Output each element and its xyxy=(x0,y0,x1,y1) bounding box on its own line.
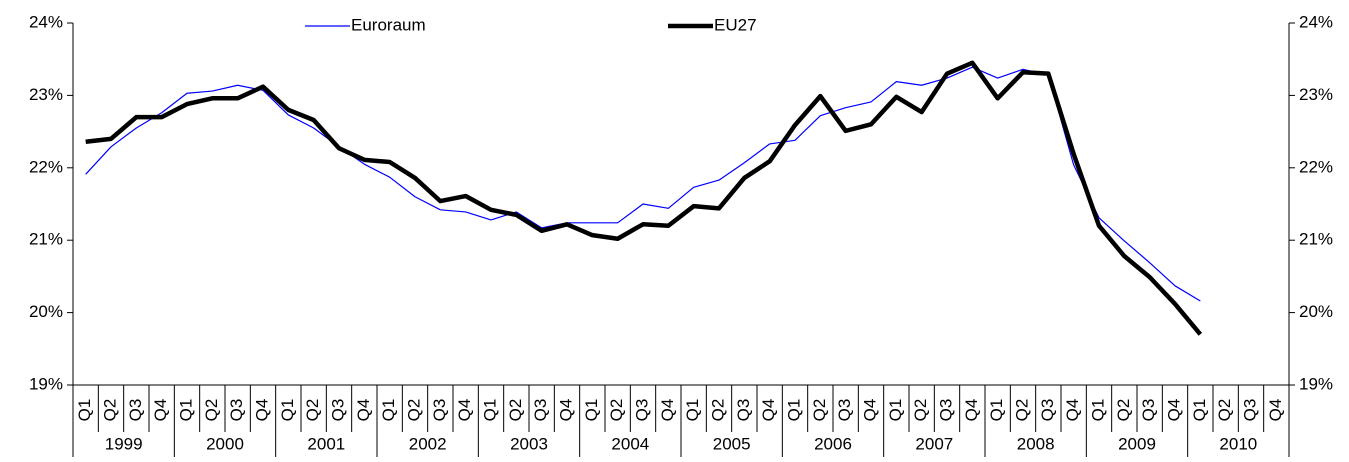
x-group-label: 2006 xyxy=(814,434,852,453)
x-tick-label: Q2 xyxy=(506,399,525,422)
x-tick-label: Q4 xyxy=(759,399,778,422)
x-tick-label: Q4 xyxy=(1266,399,1285,422)
x-tick-label: Q2 xyxy=(810,399,829,422)
y2-tick-label: 21% xyxy=(1299,230,1333,249)
x-tick-label: Q1 xyxy=(683,399,702,422)
y-tick-label: 22% xyxy=(29,157,63,176)
y2-tick-label: 20% xyxy=(1299,302,1333,321)
y-tick-label: 21% xyxy=(29,230,63,249)
x-tick-label: Q3 xyxy=(1038,399,1057,422)
x-tick-label: Q4 xyxy=(1063,399,1082,422)
y2-tick-label: 19% xyxy=(1299,374,1333,393)
x-tick-label: Q3 xyxy=(531,399,550,422)
x-tick-label: Q4 xyxy=(151,399,170,422)
x-tick-label: Q4 xyxy=(860,399,879,422)
x-group-label: 2008 xyxy=(1017,434,1055,453)
x-tick-label: Q4 xyxy=(1164,399,1183,422)
x-tick-label: Q4 xyxy=(556,399,575,422)
x-tick-label: Q2 xyxy=(1114,399,1133,422)
x-group-label: 2004 xyxy=(611,434,649,453)
x-group-label: 2001 xyxy=(307,434,345,453)
x-tick-label: Q3 xyxy=(1240,399,1259,422)
x-tick-label: Q4 xyxy=(658,399,677,422)
y2-tick-label: 24% xyxy=(1299,12,1333,31)
y-tick-label: 20% xyxy=(29,302,63,321)
x-group-label: 2002 xyxy=(409,434,447,453)
x-group-label: 2005 xyxy=(713,434,751,453)
x-tick-label: Q2 xyxy=(911,399,930,422)
series-line xyxy=(85,66,1201,302)
x-tick-label: Q4 xyxy=(962,399,981,422)
x-tick-label: Q1 xyxy=(176,399,195,422)
x-tick-label: Q1 xyxy=(886,399,905,422)
x-tick-label: Q3 xyxy=(430,399,449,422)
x-tick-label: Q2 xyxy=(708,399,727,422)
y-tick-label: 24% xyxy=(29,12,63,31)
x-tick-label: Q3 xyxy=(328,399,347,422)
x-group-label: 2007 xyxy=(915,434,953,453)
series-line xyxy=(85,60,1203,336)
x-tick-label: Q3 xyxy=(835,399,854,422)
x-tick-label: Q2 xyxy=(202,399,221,422)
x-tick-label: Q1 xyxy=(379,399,398,422)
x-tick-label: Q2 xyxy=(1012,399,1031,422)
x-tick-label: Q1 xyxy=(1088,399,1107,422)
x-tick-label: Q1 xyxy=(480,399,499,422)
y-tick-label: 19% xyxy=(29,374,63,393)
x-tick-label: Q1 xyxy=(1190,399,1209,422)
x-tick-label: Q1 xyxy=(784,399,803,422)
x-group-label: 2003 xyxy=(510,434,548,453)
x-tick-label: Q2 xyxy=(303,399,322,422)
x-group-label: 1999 xyxy=(105,434,143,453)
y2-tick-label: 22% xyxy=(1299,157,1333,176)
x-tick-label: Q3 xyxy=(126,399,145,422)
x-tick-label: Q3 xyxy=(734,399,753,422)
x-tick-label: Q2 xyxy=(404,399,423,422)
x-tick-label: Q4 xyxy=(354,399,373,422)
x-group-label: 2010 xyxy=(1219,434,1257,453)
x-tick-label: Q3 xyxy=(632,399,651,422)
y-tick-label: 23% xyxy=(29,85,63,104)
x-tick-label: Q1 xyxy=(75,399,94,422)
x-tick-label: Q1 xyxy=(987,399,1006,422)
x-group-label: 2000 xyxy=(206,434,244,453)
x-tick-label: Q3 xyxy=(227,399,246,422)
x-tick-label: Q1 xyxy=(278,399,297,422)
x-group-label: 2009 xyxy=(1118,434,1156,453)
x-tick-label: Q4 xyxy=(252,399,271,422)
y2-tick-label: 23% xyxy=(1299,85,1333,104)
x-tick-label: Q2 xyxy=(607,399,626,422)
x-tick-label: Q1 xyxy=(582,399,601,422)
legend-label: EU27 xyxy=(714,15,757,34)
x-tick-label: Q3 xyxy=(1139,399,1158,422)
x-tick-label: Q3 xyxy=(936,399,955,422)
x-tick-label: Q2 xyxy=(100,399,119,422)
legend-label: Euroraum xyxy=(351,15,426,34)
x-tick-label: Q4 xyxy=(455,399,474,422)
x-tick-label: Q2 xyxy=(1215,399,1234,422)
